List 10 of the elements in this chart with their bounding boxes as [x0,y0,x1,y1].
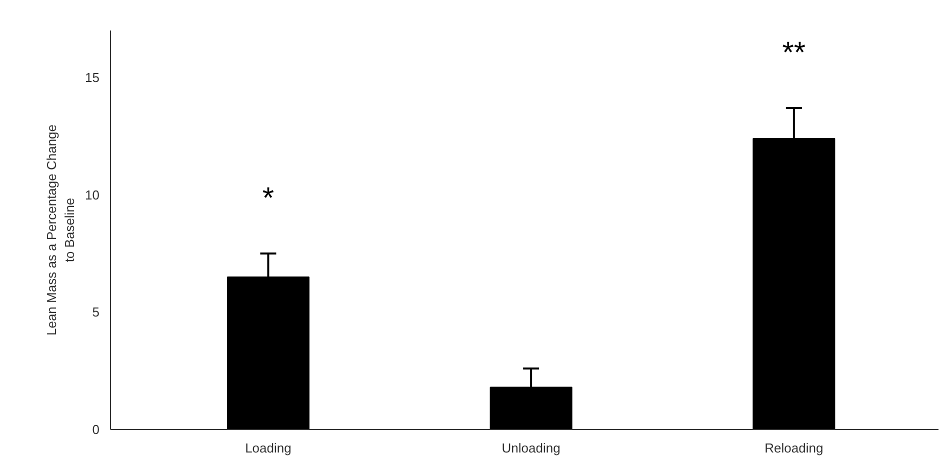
annotation: ** [782,36,806,70]
annotation: * [262,182,274,215]
y-tick-label: 15 [85,70,100,85]
y-axis-title: Lean Mass as a Percentage Change to Baseline [44,124,78,336]
x-tick-label: Unloading [502,440,560,456]
x-tick-label: Reloading [764,440,824,456]
y-tick-label: 5 [92,304,100,320]
x-tick-label: Loading [245,440,292,456]
y-tick-label: 10 [85,187,100,202]
y-tick-label: 0 [92,422,100,437]
